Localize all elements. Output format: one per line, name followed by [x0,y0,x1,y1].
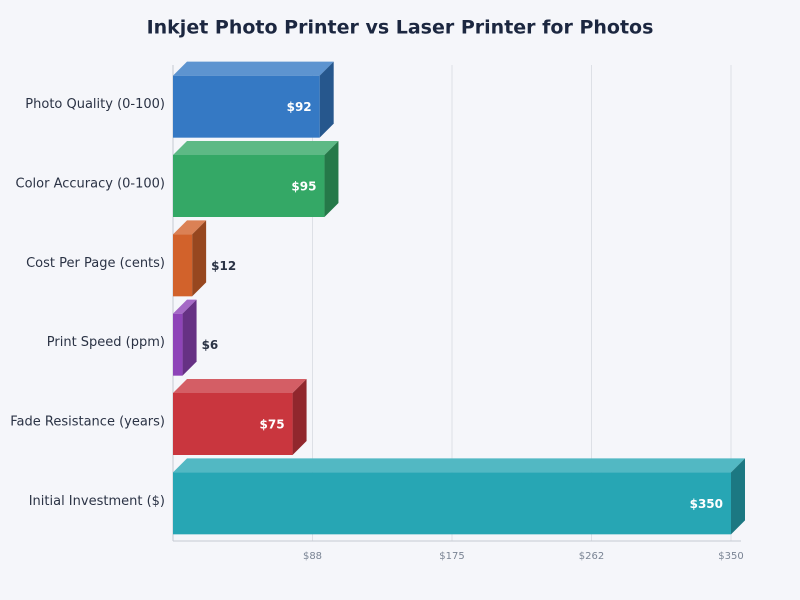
bar-top [173,299,197,314]
chart-title: Inkjet Photo Printer vs Laser Printer fo… [147,17,654,39]
bar [173,155,325,217]
bar-top [173,458,745,473]
x-tick-label: $88 [303,551,322,562]
bar [173,472,731,535]
bar-top [173,379,307,393]
bar-side [182,299,197,376]
y-tick-label: Initial Investment ($) [29,494,165,509]
x-tick-label: $350 [718,551,743,562]
bar [173,234,193,297]
bar-side [192,220,207,297]
bar-side [324,141,339,217]
bar-side [731,458,745,535]
y-tick-label: Photo Quality (0-100) [25,97,165,112]
bar-top [173,220,207,235]
value-label: $350 [690,497,723,511]
x-tick-label: $262 [579,551,604,562]
value-label: $12 [211,259,236,273]
value-label: $95 [291,180,316,194]
y-tick-label: Cost Per Page (cents) [26,256,165,271]
y-tick-label: Print Speed (ppm) [47,335,165,350]
x-tick-label: $175 [439,551,464,562]
bar [173,75,320,138]
bar [173,393,293,455]
value-label: $6 [202,338,219,352]
bar-top [173,141,339,155]
y-tick-label: Color Accuracy (0-100) [16,177,165,192]
bar-side [292,379,307,455]
bar-top [173,61,334,76]
bar-side [319,61,334,138]
y-tick-label: Fade Resistance (years) [10,415,165,430]
value-label: $75 [260,418,285,432]
value-label: $92 [287,100,312,114]
bar [173,313,183,376]
